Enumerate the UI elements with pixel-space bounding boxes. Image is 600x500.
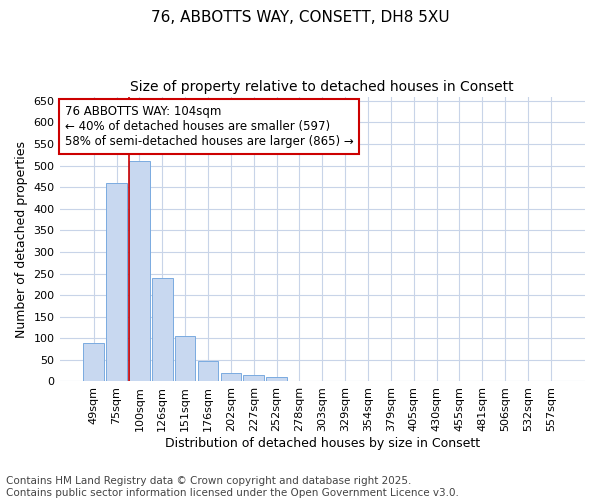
Bar	[198, 360, 218, 382]
Bar	[426, 380, 447, 382]
Bar	[541, 380, 561, 382]
Text: 76 ABBOTTS WAY: 104sqm
← 40% of detached houses are smaller (597)
58% of semi-de: 76 ABBOTTS WAY: 104sqm ← 40% of detached…	[65, 105, 353, 148]
Bar	[221, 373, 241, 382]
Bar	[129, 162, 150, 382]
Title: Size of property relative to detached houses in Consett: Size of property relative to detached ho…	[130, 80, 514, 94]
Bar	[335, 380, 355, 382]
Bar	[266, 377, 287, 382]
Bar	[472, 380, 493, 382]
Bar	[106, 183, 127, 382]
Text: Contains HM Land Registry data © Crown copyright and database right 2025.
Contai: Contains HM Land Registry data © Crown c…	[6, 476, 459, 498]
Bar	[358, 380, 378, 382]
Bar	[380, 380, 401, 382]
X-axis label: Distribution of detached houses by size in Consett: Distribution of detached houses by size …	[165, 437, 480, 450]
Text: 76, ABBOTTS WAY, CONSETT, DH8 5XU: 76, ABBOTTS WAY, CONSETT, DH8 5XU	[151, 10, 449, 25]
Bar	[175, 336, 196, 382]
Bar	[152, 278, 173, 382]
Bar	[289, 380, 310, 382]
Bar	[312, 380, 332, 382]
Bar	[449, 380, 470, 382]
Bar	[495, 380, 515, 382]
Y-axis label: Number of detached properties: Number of detached properties	[15, 140, 28, 338]
Bar	[83, 342, 104, 382]
Bar	[518, 380, 538, 382]
Bar	[244, 375, 264, 382]
Bar	[403, 380, 424, 382]
